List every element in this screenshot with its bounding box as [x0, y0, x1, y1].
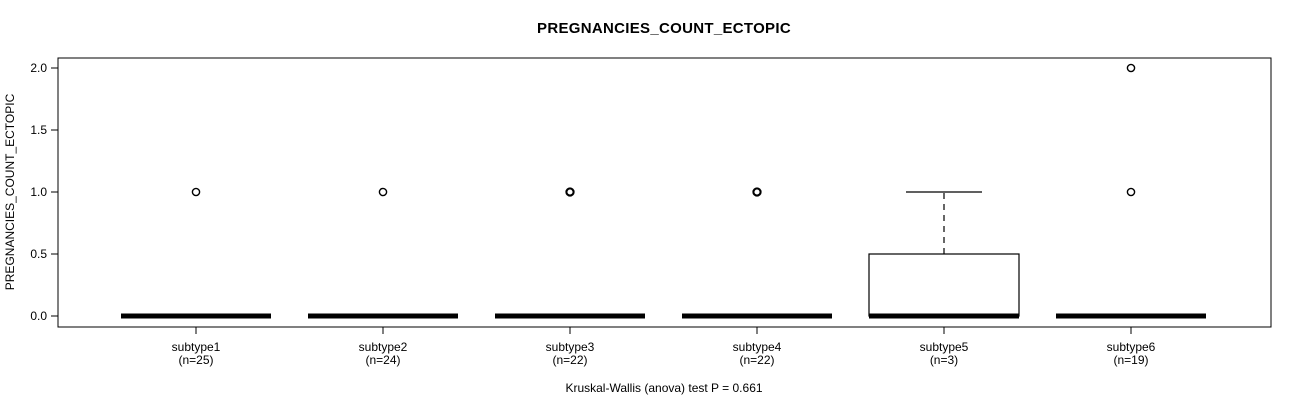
outlier-point — [565, 187, 575, 197]
outlier-point — [191, 187, 201, 197]
x-tick-label: subtype2 — [359, 340, 408, 354]
x-tick-label: subtype5 — [920, 340, 969, 354]
x-tick-sublabel: (n=19) — [1113, 353, 1148, 367]
chart-title: PREGNANCIES_COUNT_ECTOPIC — [537, 20, 791, 37]
x-tick-label: subtype6 — [1107, 340, 1156, 354]
y-tick-label: 0.5 — [30, 247, 47, 261]
outlier-point — [378, 187, 388, 197]
x-tick-sublabel: (n=3) — [930, 353, 958, 367]
chart-footnote: Kruskal-Wallis (anova) test P = 0.661 — [565, 381, 762, 395]
plot-border — [57, 57, 1272, 328]
x-tick-sublabel: (n=24) — [365, 353, 400, 367]
outlier-point — [752, 187, 762, 197]
x-tick-sublabel: (n=25) — [178, 353, 213, 367]
x-tick-label: subtype4 — [733, 340, 782, 354]
plot-area: 0.00.51.01.52.0subtype1(n=25)subtype2(n=… — [30, 57, 1272, 367]
box — [868, 253, 1020, 317]
y-tick-label: 0.0 — [30, 309, 47, 323]
x-tick-label: subtype1 — [172, 340, 221, 354]
y-tick-label: 1.5 — [30, 123, 47, 137]
y-axis-label: PREGNANCIES_COUNT_ECTOPIC — [3, 93, 17, 290]
outlier-point — [1126, 187, 1136, 197]
x-tick-sublabel: (n=22) — [739, 353, 774, 367]
outlier-point — [1126, 63, 1136, 73]
y-tick-label: 1.0 — [30, 185, 47, 199]
y-tick-label: 2.0 — [30, 61, 47, 75]
x-tick-sublabel: (n=22) — [552, 353, 587, 367]
x-tick-label: subtype3 — [546, 340, 595, 354]
